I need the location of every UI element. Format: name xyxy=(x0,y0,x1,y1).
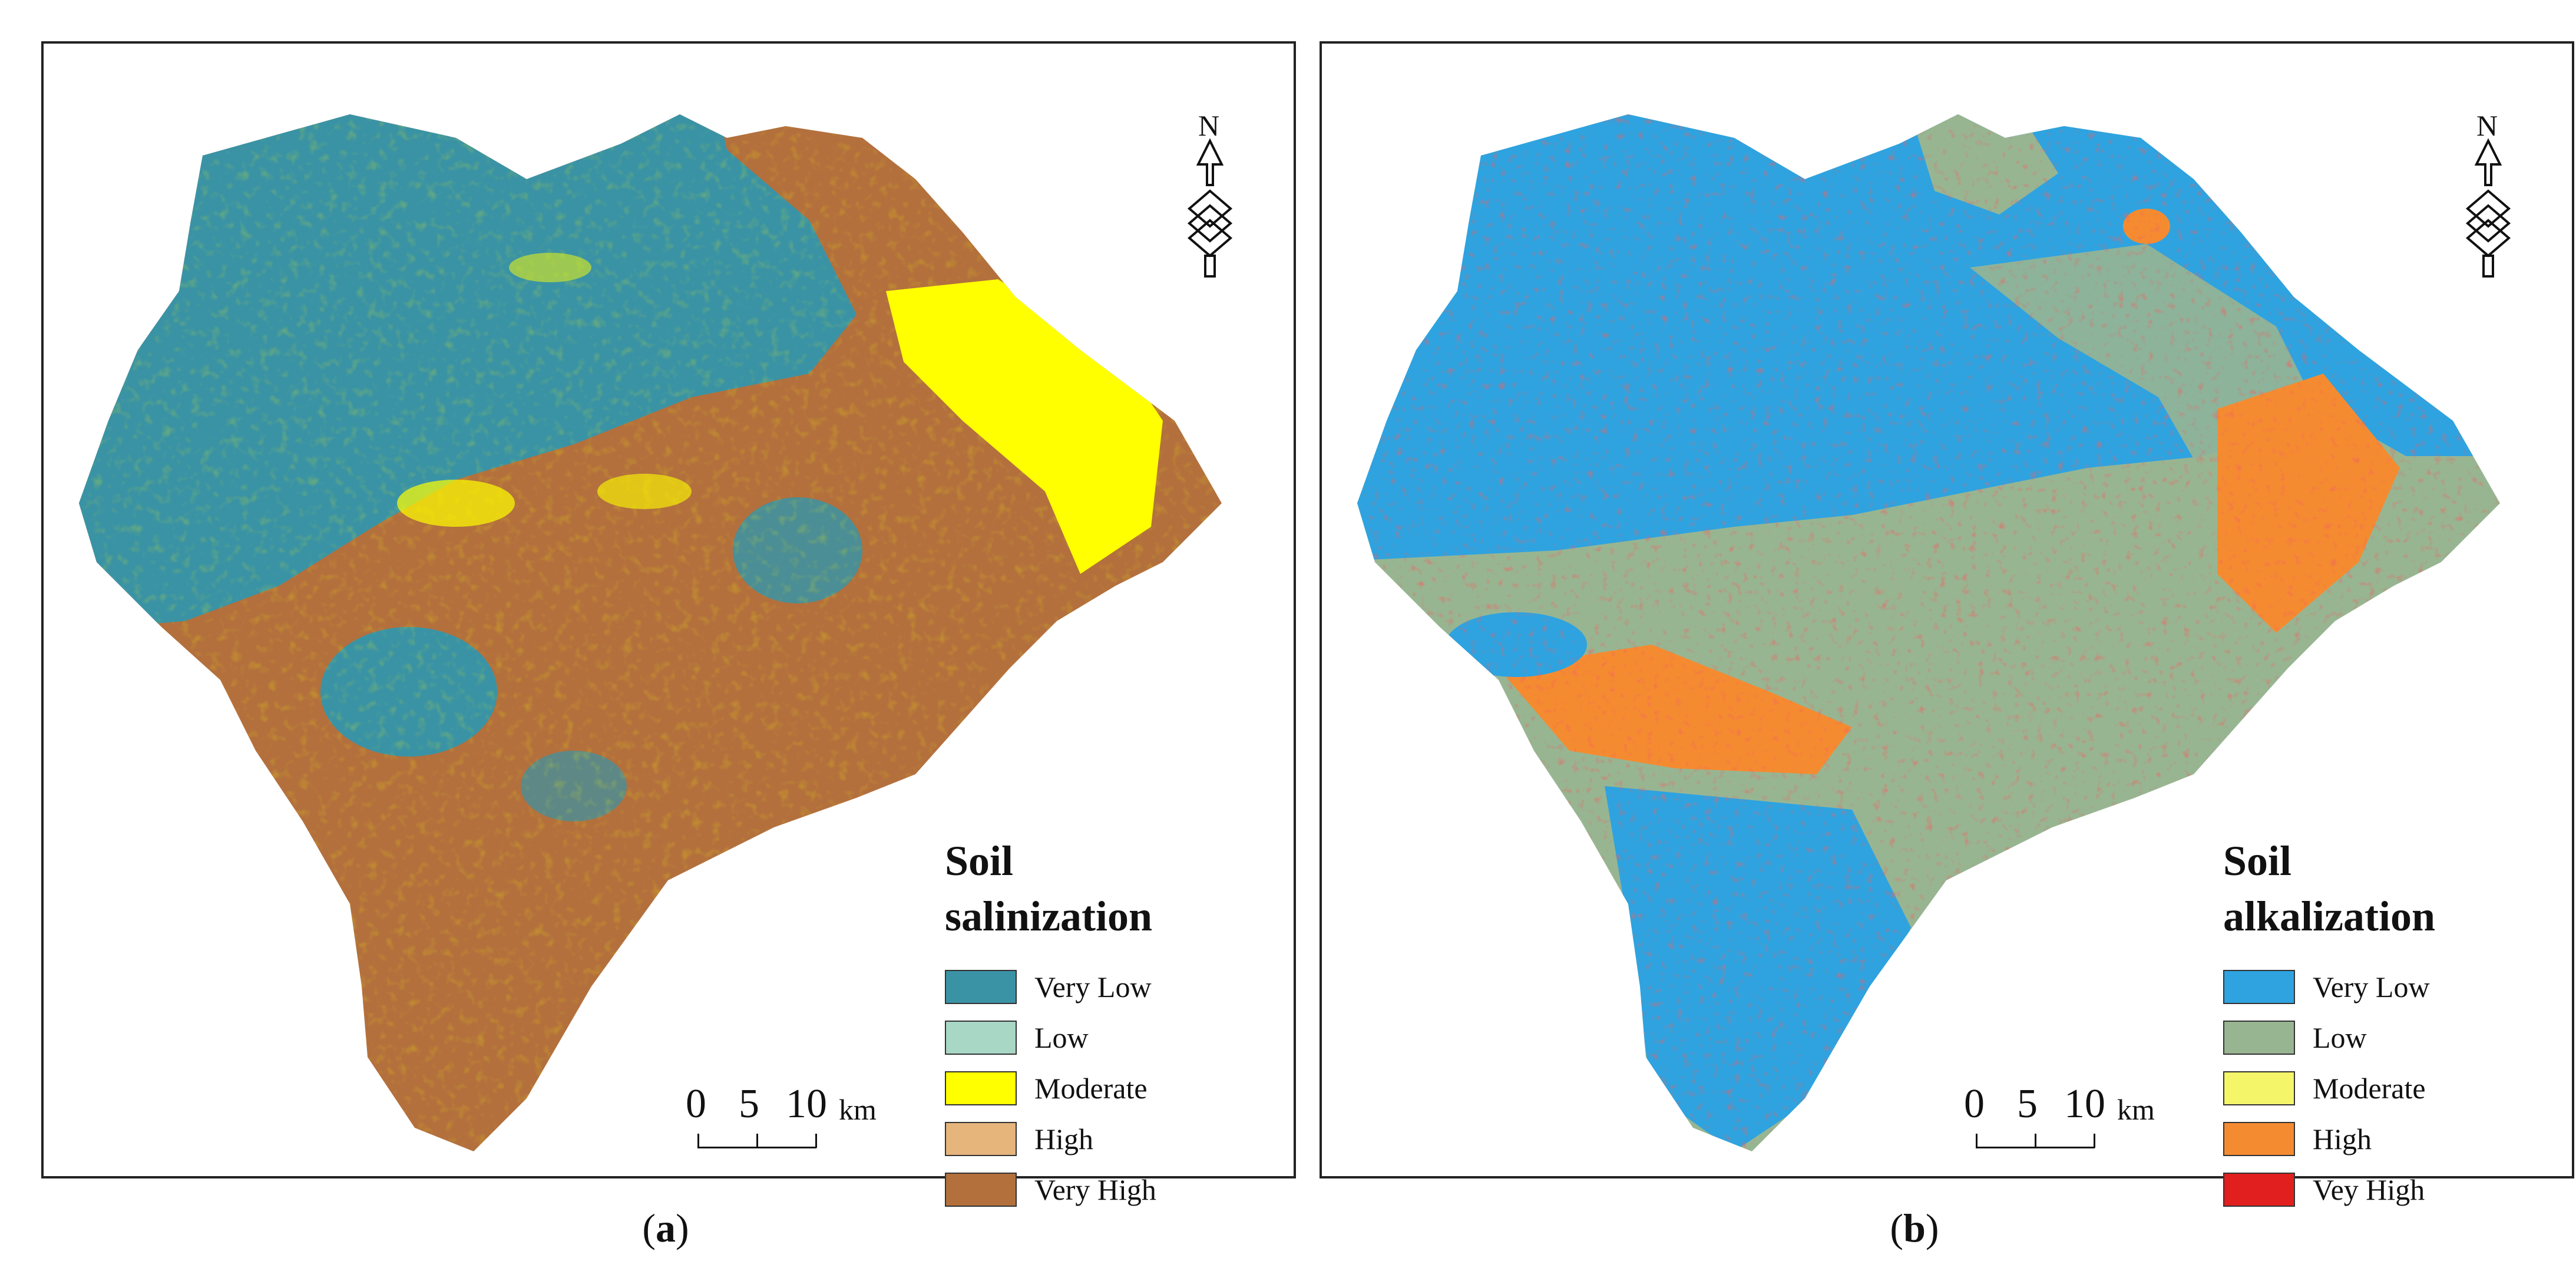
legend-label: Moderate xyxy=(1034,1072,1148,1105)
legend-label: Very Low xyxy=(2313,970,2430,1003)
scale-tick xyxy=(697,1134,699,1148)
legend-label: Very Low xyxy=(1034,970,1152,1003)
legend-swatch xyxy=(2223,1021,2295,1055)
scale-tick-label: 5 xyxy=(2017,1081,2038,1127)
legend-item: Moderate xyxy=(945,1063,1156,1114)
caption-paren-close: ) xyxy=(676,1206,689,1250)
north-label: N xyxy=(2476,109,2498,142)
north-arrow: N xyxy=(1180,108,1239,285)
legend-label: Moderate xyxy=(2313,1072,2426,1105)
legend-title: Soil alkalization xyxy=(2223,837,2436,940)
legend-item: Low xyxy=(945,1012,1156,1063)
legend-title: Soil salinization xyxy=(945,837,1153,940)
scale-bar: 0 5 10 km xyxy=(680,1081,904,1157)
north-arrow-icon xyxy=(1187,138,1233,278)
caption-letter: b xyxy=(1903,1206,1926,1250)
legend-label: High xyxy=(1034,1122,1093,1155)
scale-tick-label: 5 xyxy=(739,1081,759,1127)
caption-paren-open: ( xyxy=(1890,1206,1904,1250)
legend-label: Very High xyxy=(1034,1173,1156,1206)
scale-tick-label: 0 xyxy=(1964,1081,1985,1127)
scale-tick xyxy=(1976,1134,1978,1148)
scale-tick xyxy=(815,1134,817,1148)
north-arrow: N xyxy=(2459,108,2518,285)
scale-tick xyxy=(2094,1134,2095,1148)
caption-letter: a xyxy=(656,1206,676,1250)
legend-swatch xyxy=(945,1173,1017,1207)
legend-swatch xyxy=(2223,1122,2295,1156)
legend-label: Low xyxy=(2313,1021,2367,1054)
legend-swatch xyxy=(2223,1071,2295,1105)
legend-label: Vey High xyxy=(2313,1173,2425,1206)
caption-paren-close: ) xyxy=(1925,1206,1939,1250)
panel-caption-b: (b) xyxy=(1826,1205,2003,1252)
legend-swatch xyxy=(945,1071,1017,1105)
legend-item: Very Low xyxy=(2223,962,2435,1012)
caption-paren-open: ( xyxy=(642,1206,656,1250)
legend: Soil salinization Very Low Low Moderate … xyxy=(945,833,1156,1215)
legend-item: Vey High xyxy=(2223,1164,2435,1215)
legend-swatch xyxy=(945,970,1017,1004)
scale-tick-label: 10 xyxy=(786,1081,827,1127)
map-panel-salinization: N Soil salinization Very Low Low Moderat… xyxy=(41,41,1296,1207)
legend-item: Very High xyxy=(945,1164,1156,1215)
legend-swatch xyxy=(2223,970,2295,1004)
scale-tick xyxy=(2035,1134,2036,1148)
north-label: N xyxy=(1198,109,1220,142)
north-arrow-icon xyxy=(2465,138,2511,278)
legend-item: Very Low xyxy=(945,962,1156,1012)
scale-unit-label: km xyxy=(2117,1093,2155,1126)
legend-swatch xyxy=(945,1021,1017,1055)
scale-bar: 0 5 10 km xyxy=(1958,1081,2182,1157)
scale-unit-label: km xyxy=(839,1093,877,1126)
scale-tick xyxy=(756,1134,758,1148)
scale-tick-label: 10 xyxy=(2064,1081,2105,1127)
legend-label: Low xyxy=(1034,1021,1089,1054)
salinization-map xyxy=(79,114,1222,1151)
legend-label: High xyxy=(2313,1122,2372,1155)
legend-swatch xyxy=(2223,1173,2295,1207)
legend-item: Moderate xyxy=(2223,1063,2435,1114)
legend-item: High xyxy=(2223,1114,2435,1164)
legend-item: High xyxy=(945,1114,1156,1164)
alkalization-map xyxy=(1357,114,2500,1151)
map-panel-alkalization: N Soil alkalization Very Low Low Moderat… xyxy=(1320,41,2574,1207)
panel-caption-a: (a) xyxy=(577,1205,754,1252)
legend-item: Low xyxy=(2223,1012,2435,1063)
scale-tick-label: 0 xyxy=(686,1081,706,1127)
legend: Soil alkalization Very Low Low Moderate … xyxy=(2223,833,2435,1215)
legend-swatch xyxy=(945,1122,1017,1156)
